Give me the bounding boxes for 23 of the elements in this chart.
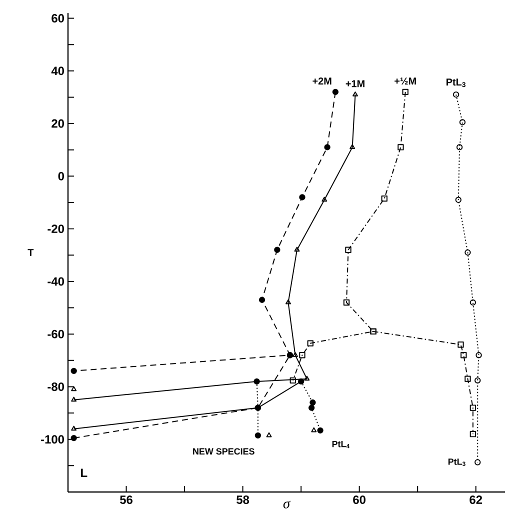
series-label: +2M [312,77,332,84]
y-tick-label: 20 [52,119,64,128]
y-tick-label: 40 [51,66,64,76]
x-tick-label: 58 [236,496,250,504]
x-tick-label: 60 [353,496,366,504]
annotation: PtL$_{4}$ [332,440,350,448]
series-label: +1M [346,80,364,88]
y-tick-label: -40 [48,277,64,286]
y-axis-title: T [28,249,34,256]
x-axis-title: σ [283,500,290,508]
series-label: PtL$_{3}$ [446,78,466,88]
y-tick-label: 0 [58,172,64,180]
y-tick-label: -60 [48,330,64,338]
series-label: +½M [394,78,416,84]
x-tick-label: 56 [120,496,132,504]
x-tick-label: 62 [470,496,482,504]
annotation: NEW SPECIES [193,448,254,455]
y-tick-label: 60 [52,14,64,22]
y-tick-label: -80 [48,382,64,391]
y-tick-label: -100 [41,435,64,444]
y-tick-label: -20 [48,224,64,234]
annotation: PtL$_{3}$ [448,458,466,466]
annotation: L [81,468,88,477]
